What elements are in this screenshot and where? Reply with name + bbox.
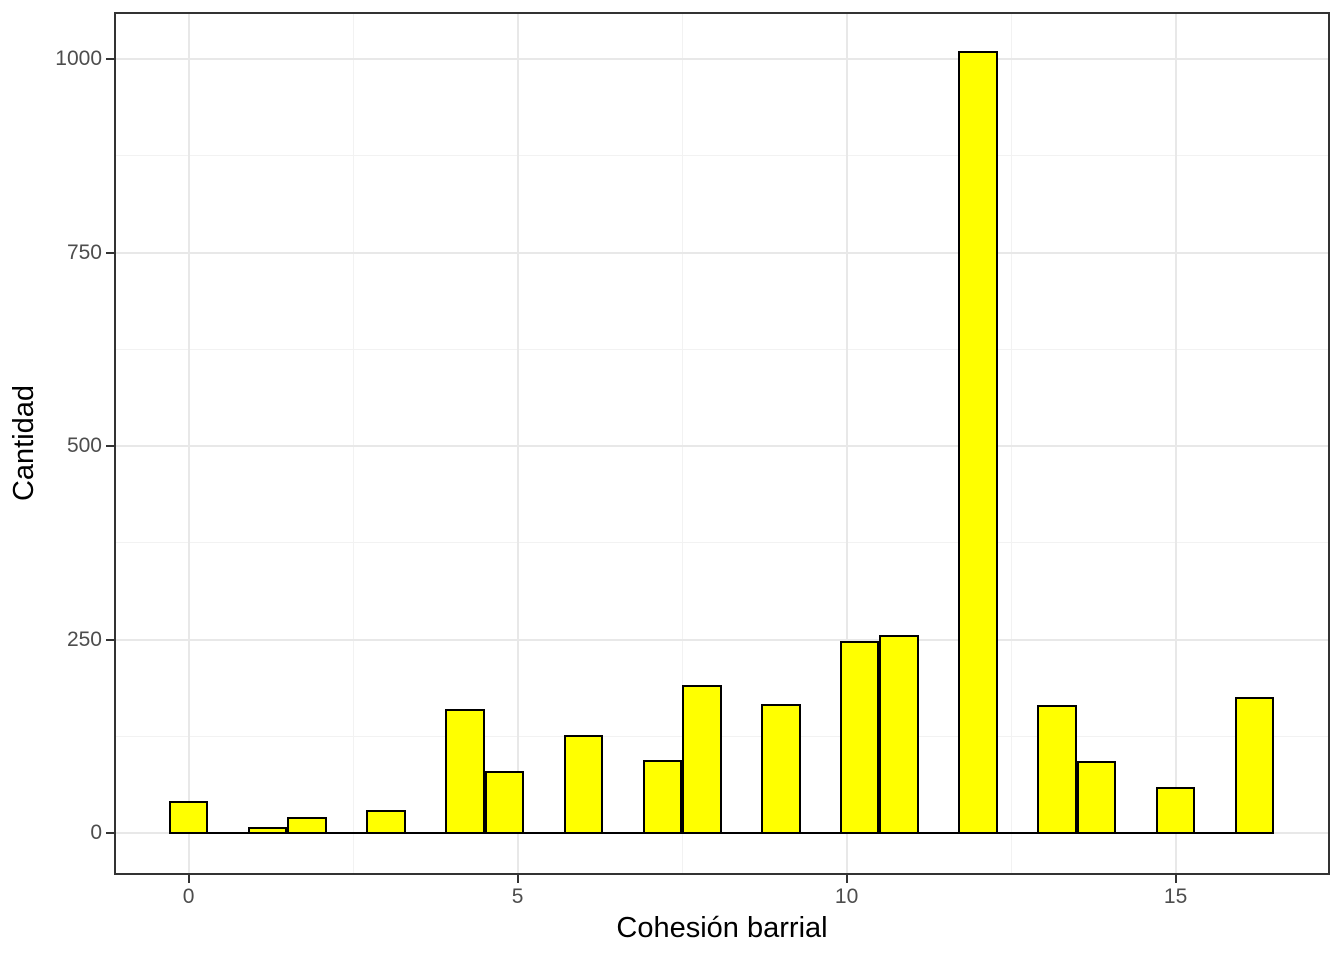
y-axis-tick-mark [106,58,114,61]
histogram-bar [682,685,722,835]
gridline-y-minor [116,155,1328,157]
y-axis-tick-mark [106,832,114,835]
x-axis-tick-label: 10 [834,885,859,908]
x-axis-tick-mark [1174,875,1177,883]
x-axis-tick-label: 5 [511,885,524,908]
y-axis-tick-label: 1000 [55,47,102,71]
gridline-y-major [116,445,1328,448]
histogram-zero-line [168,832,1275,835]
y-axis-tick-mark [106,251,114,254]
histogram-bar [642,760,683,835]
histogram-bar [1155,787,1196,835]
gridline-x-major [1174,14,1177,873]
histogram-bar [366,809,406,835]
histogram-bar [1076,760,1117,835]
histogram-bar [445,709,485,835]
histogram-bar [761,704,801,835]
gridline-x-minor [681,14,683,873]
x-axis-tick-mark [516,875,519,883]
y-axis-tick-mark [106,638,114,641]
x-axis-tick-mark [187,875,190,883]
gridline-x-minor [352,14,354,873]
histogram-bar [958,51,998,835]
histogram-bar [247,826,288,835]
gridline-y-major [116,251,1328,254]
y-axis-tick-label: 500 [66,434,102,458]
gridline-x-minor [1010,14,1012,873]
y-axis-tick-label: 750 [66,240,102,264]
gridline-x-major [187,14,190,873]
histogram-bar [168,801,209,835]
y-axis-title: Cantidad [8,384,40,502]
x-axis-tick-mark [845,875,848,883]
gridline-y-major [116,638,1328,641]
histogram-bar [563,735,604,835]
histogram-bar [1234,697,1275,835]
x-axis-title: Cohesión barrial [616,912,828,944]
histogram-bar [287,816,327,835]
gridline-x-major [845,14,848,873]
histogram-bar [879,634,919,835]
y-axis-tick-label: 0 [90,821,102,845]
y-axis-tick-mark [106,445,114,448]
histogram-bar [840,640,880,835]
x-axis-tick-label: 0 [182,885,195,908]
gridline-x-major [516,14,519,873]
gridline-y-major [116,58,1328,61]
histogram-bar [484,771,525,835]
y-axis-tick-label: 250 [66,627,102,651]
histogram-bar [1037,705,1077,835]
gridline-y-minor [116,348,1328,350]
x-axis-tick-label: 15 [1163,885,1188,908]
gridline-y-minor [116,542,1328,544]
gridline-y-minor [116,735,1328,737]
